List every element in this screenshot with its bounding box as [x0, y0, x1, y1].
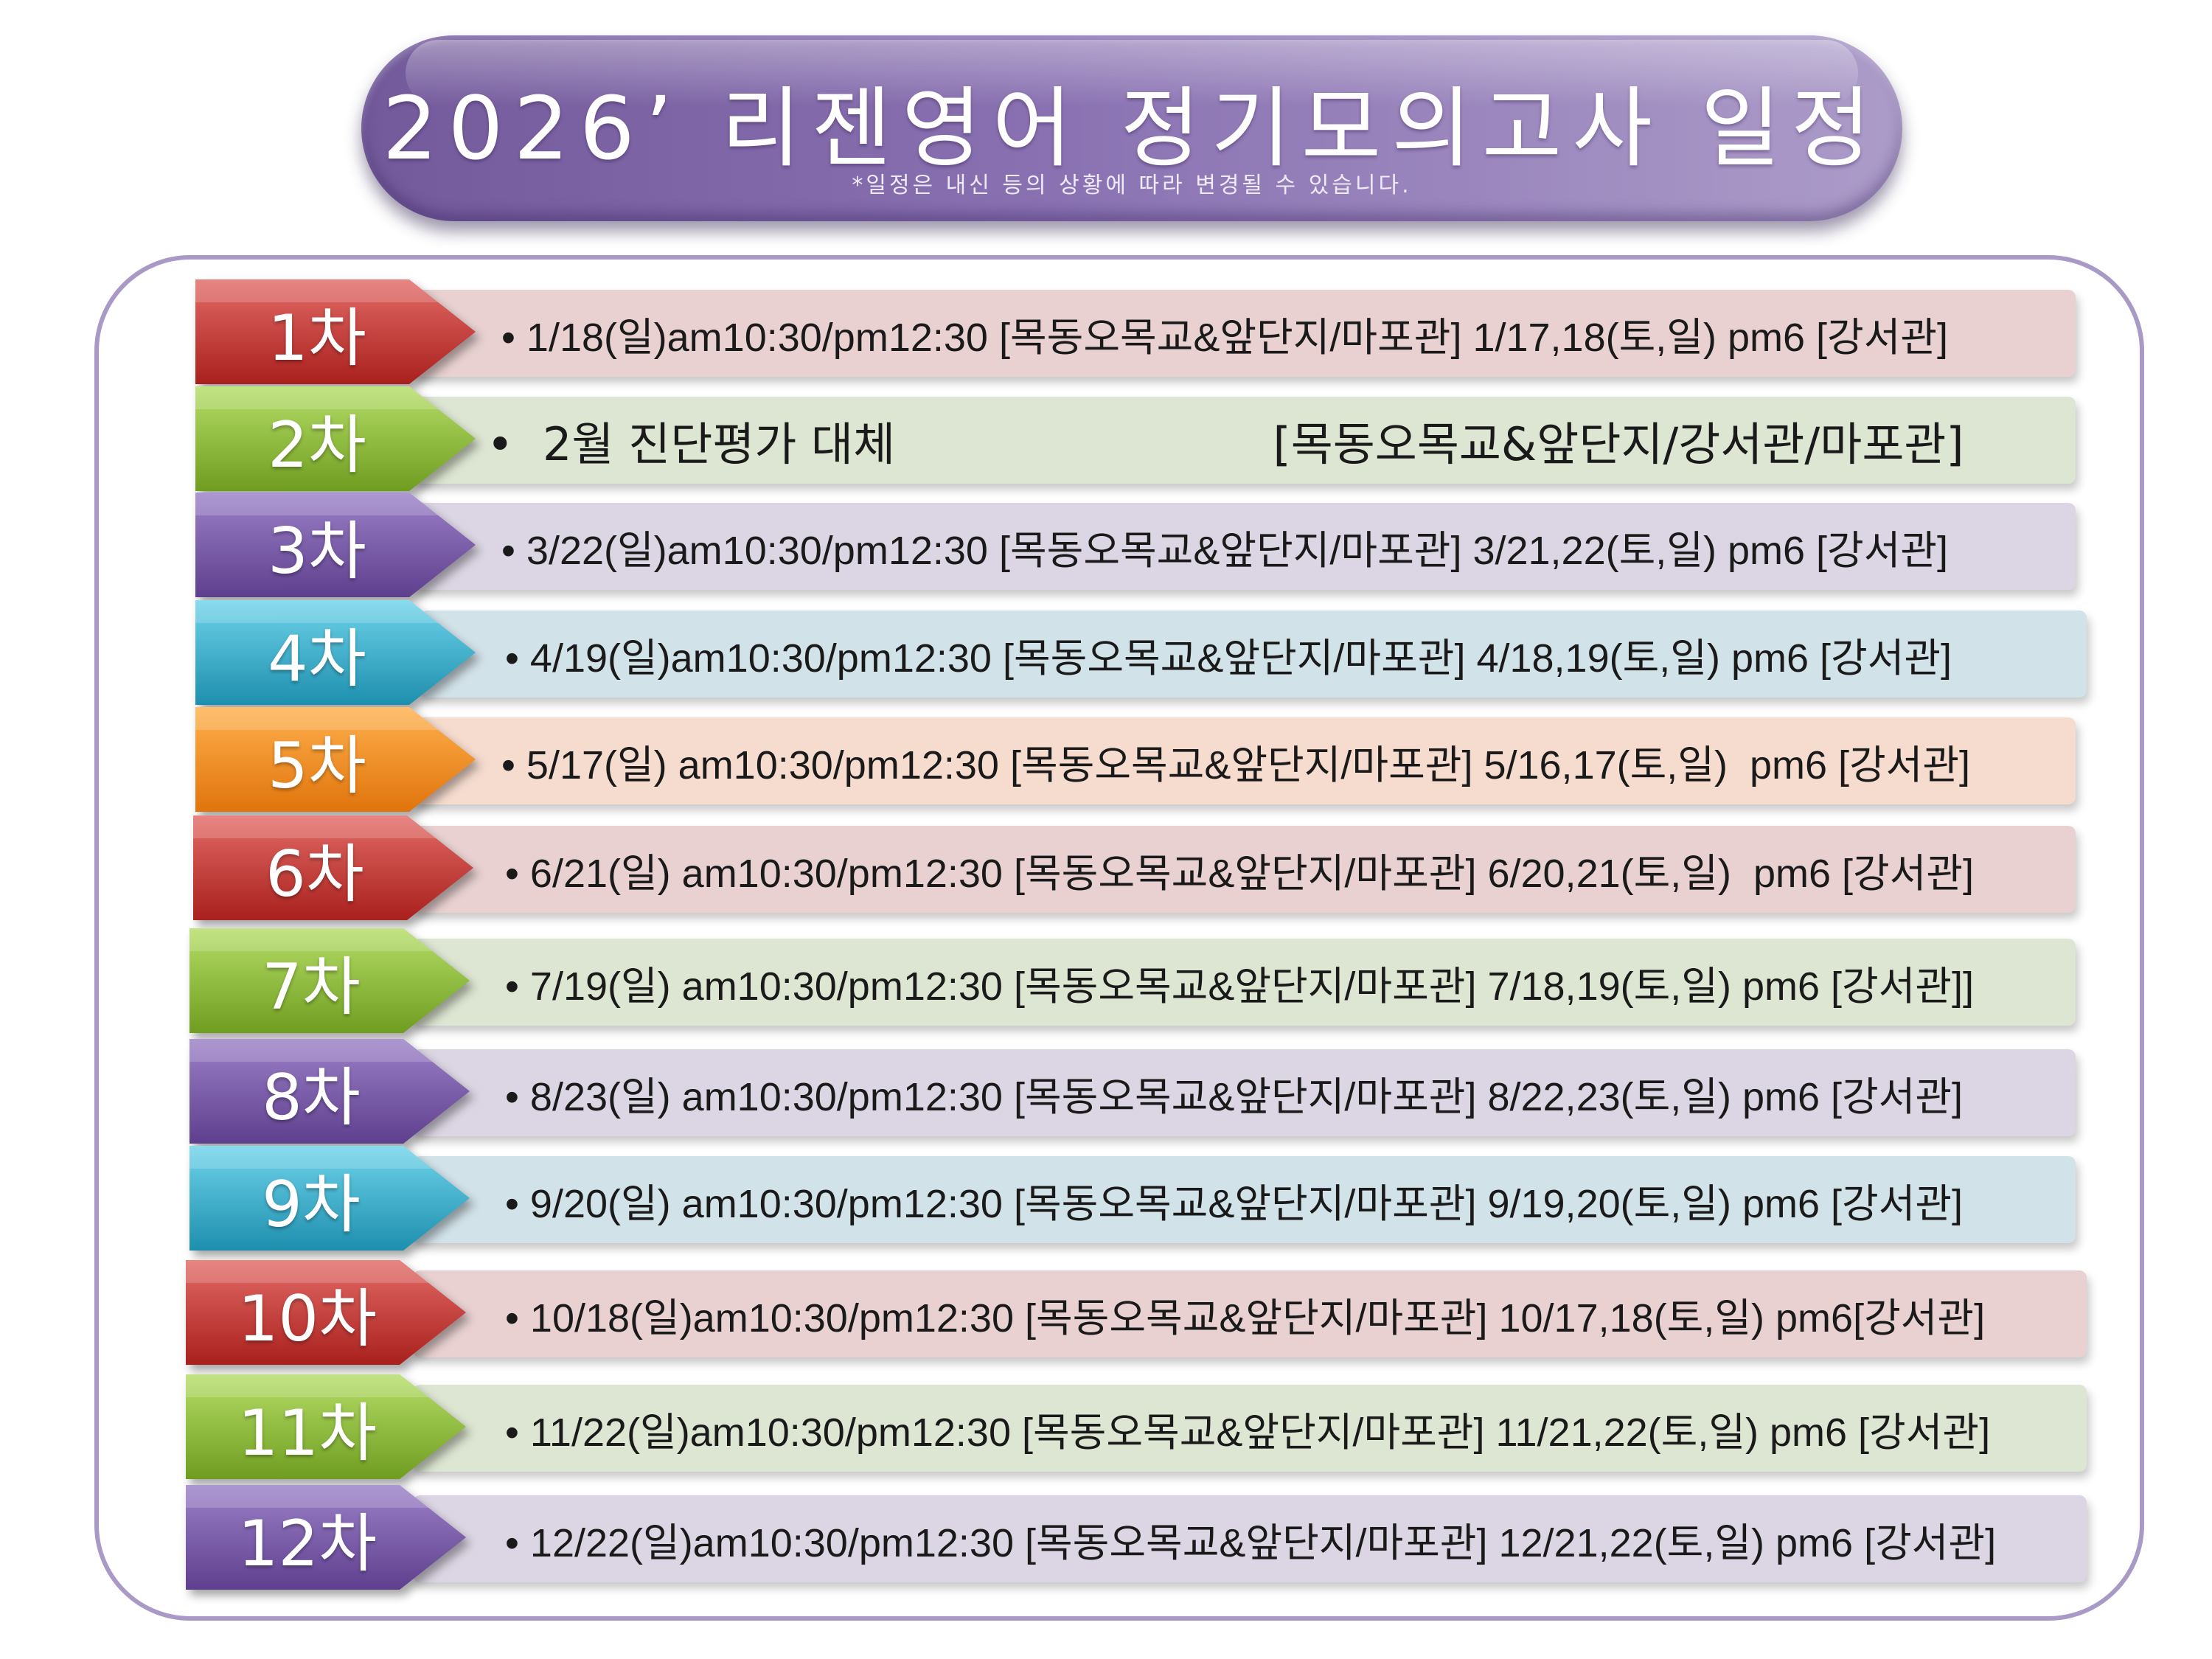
round-arrow-badge	[186, 1482, 466, 1593]
round-arrow-badge	[189, 1036, 470, 1147]
round-arrow-badge	[195, 276, 476, 387]
page-title: 2026’ 리젠영어 정기모의고사 일정	[382, 77, 1882, 179]
schedule-text: • 8/23(일) am10:30/pm12:30 [목동오목교&앞단지/마포관…	[505, 1074, 1964, 1119]
schedule-row: • 2월 진단평가 대체 [목동오목교&앞단지/강서관/마포관] 2차	[0, 383, 2212, 494]
round-label: 7차	[262, 950, 361, 1024]
schedule-row: • 7/19(일) am10:30/pm12:30 [목동오목교&앞단지/마포관…	[0, 925, 2212, 1036]
round-arrow-badge	[189, 925, 470, 1036]
round-arrow-badge	[195, 490, 476, 600]
schedule-bar: • 3/22(일)am10:30/pm12:30 [목동오목교&앞단지/마포관]…	[413, 503, 2076, 590]
schedule-row: • 1/18(일)am10:30/pm12:30 [목동오목교&앞단지/마포관]…	[0, 276, 2212, 387]
page-subtitle: *일정은 내신 등의 상황에 따라 변경될 수 있습니다.	[852, 173, 1412, 198]
schedule-text: • 6/21(일) am10:30/pm12:30 [목동오목교&앞단지/마포관…	[505, 851, 1975, 896]
round-label: 8차	[262, 1060, 361, 1135]
schedule-text: • 9/20(일) am10:30/pm12:30 [목동오목교&앞단지/마포관…	[505, 1181, 1964, 1226]
schedule-bar: • 7/19(일) am10:30/pm12:30 [목동오목교&앞단지/마포관…	[413, 939, 2076, 1026]
banner-gloss	[406, 40, 1858, 106]
schedule-bar: • 11/22(일)am10:30/pm12:30 [목동오목교&앞단지/마포관…	[413, 1385, 2087, 1472]
round-label: 11차	[237, 1396, 378, 1470]
schedule-row: • 5/17(일) am10:30/pm12:30 [목동오목교&앞단지/마포관…	[0, 704, 2212, 815]
round-arrow-badge	[195, 704, 476, 815]
schedule-row: • 6/21(일) am10:30/pm12:30 [목동오목교&앞단지/마포관…	[0, 813, 2212, 923]
round-label: 2차	[268, 408, 366, 482]
schedule-bar: • 12/22(일)am10:30/pm12:30 [목동오목교&앞단지/마포관…	[413, 1495, 2087, 1582]
schedule-bar: • 10/18(일)am10:30/pm12:30 [목동오목교&앞단지/마포관…	[413, 1270, 2087, 1357]
round-label: 1차	[268, 301, 366, 375]
round-label: 9차	[262, 1167, 361, 1242]
schedule-row: • 3/22(일)am10:30/pm12:30 [목동오목교&앞단지/마포관]…	[0, 490, 2212, 600]
schedule-bar: • 4/19(일)am10:30/pm12:30 [목동오목교&앞단지/마포관]…	[420, 611, 2087, 698]
round-arrow-badge	[189, 1143, 470, 1253]
schedule-bar: • 1/18(일)am10:30/pm12:30 [목동오목교&앞단지/마포관]…	[413, 290, 2076, 377]
schedule-text: • 7/19(일) am10:30/pm12:30 [목동오목교&앞단지/마포관…	[505, 964, 1975, 1009]
schedule-bar: • 5/17(일) am10:30/pm12:30 [목동오목교&앞단지/마포관…	[413, 717, 2076, 804]
round-label: 4차	[268, 622, 366, 696]
round-arrow-badge	[195, 383, 476, 494]
schedule-text: • 10/18(일)am10:30/pm12:30 [목동오목교&앞단지/마포관…	[505, 1295, 1986, 1340]
round-label: 6차	[265, 837, 364, 911]
schedule-bar: • 2월 진단평가 대체 [목동오목교&앞단지/강서관/마포관]	[413, 397, 2076, 484]
round-arrow-badge	[195, 597, 476, 708]
schedule-row: • 9/20(일) am10:30/pm12:30 [목동오목교&앞단지/마포관…	[0, 1143, 2212, 1253]
schedule-row: • 10/18(일)am10:30/pm12:30 [목동오목교&앞단지/마포관…	[0, 1257, 2212, 1368]
round-label: 12차	[237, 1506, 378, 1581]
schedule-row: • 8/23(일) am10:30/pm12:30 [목동오목교&앞단지/마포관…	[0, 1036, 2212, 1147]
schedule-text: • 1/18(일)am10:30/pm12:30 [목동오목교&앞단지/마포관]…	[501, 315, 1949, 360]
schedule-text: • 3/22(일)am10:30/pm12:30 [목동오목교&앞단지/마포관]…	[501, 528, 1949, 573]
schedule-text: • 11/22(일)am10:30/pm12:30 [목동오목교&앞단지/마포관…	[505, 1410, 1991, 1455]
schedule-text: • 2월 진단평가 대체 [목동오목교&앞단지/강서관/마포관]	[487, 417, 1964, 471]
schedule-text: • 12/22(일)am10:30/pm12:30 [목동오목교&앞단지/마포관…	[505, 1520, 1997, 1565]
round-arrow-badge	[193, 813, 473, 923]
schedule-row: • 4/19(일)am10:30/pm12:30 [목동오목교&앞단지/마포관]…	[0, 597, 2212, 708]
schedule-bar: • 8/23(일) am10:30/pm12:30 [목동오목교&앞단지/마포관…	[413, 1049, 2076, 1136]
schedule-text: • 5/17(일) am10:30/pm12:30 [목동오목교&앞단지/마포관…	[501, 742, 1971, 787]
schedule-row: • 12/22(일)am10:30/pm12:30 [목동오목교&앞단지/마포관…	[0, 1482, 2212, 1593]
schedule-bar: • 9/20(일) am10:30/pm12:30 [목동오목교&앞단지/마포관…	[413, 1156, 2076, 1243]
round-label: 10차	[237, 1281, 378, 1356]
schedule-row: • 11/22(일)am10:30/pm12:30 [목동오목교&앞단지/마포관…	[0, 1371, 2212, 1482]
title-banner: 2026’ 리젠영어 정기모의고사 일정 *일정은 내신 등의 상황에 따라 변…	[361, 35, 1902, 221]
schedule-text: • 4/19(일)am10:30/pm12:30 [목동오목교&앞단지/마포관]…	[505, 636, 1952, 681]
schedule-bar: • 6/21(일) am10:30/pm12:30 [목동오목교&앞단지/마포관…	[413, 826, 2076, 913]
round-arrow-badge	[186, 1371, 466, 1482]
round-label: 5차	[268, 728, 366, 803]
round-label: 3차	[268, 514, 366, 588]
round-arrow-badge	[186, 1257, 466, 1368]
